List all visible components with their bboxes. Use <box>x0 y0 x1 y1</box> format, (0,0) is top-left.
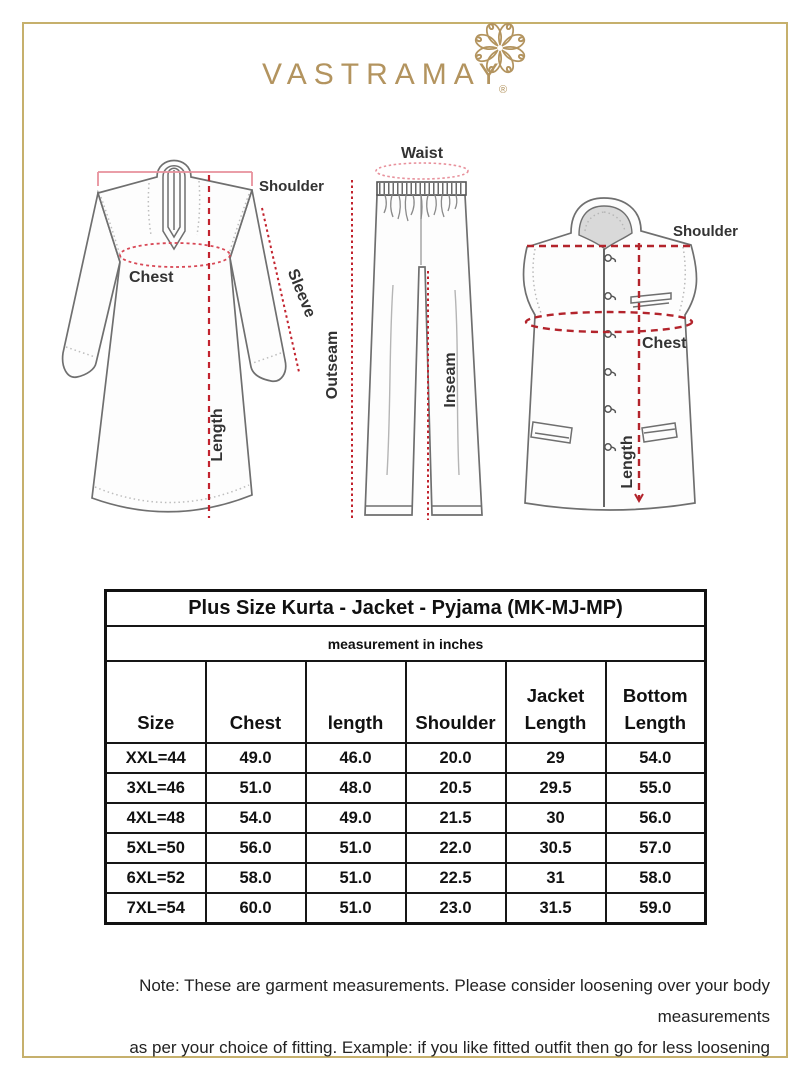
chest-cell: 51.0 <box>204 772 307 804</box>
jacket-chest-line <box>524 310 694 334</box>
chest-cell: 58.0 <box>204 862 307 894</box>
size-row: 4XL=48 54.0 49.0 21.5 30 56.0 <box>104 802 707 834</box>
jacket-length-label: Length <box>619 435 636 488</box>
table-title: Plus Size Kurta - Jacket - Pyjama (MK-MJ… <box>104 589 707 627</box>
kurta-body <box>91 159 254 513</box>
jacket-diagram: Shoulder Chest Length <box>522 197 738 511</box>
jacket-chest-label: Chest <box>642 335 687 352</box>
size-cell: 6XL=52 <box>104 862 207 894</box>
bottom-length-cell: 58.0 <box>604 862 707 894</box>
pyjama-waist-line <box>375 162 469 180</box>
table-title-row: Plus Size Kurta - Jacket - Pyjama (MK-MJ… <box>104 589 707 627</box>
kurta-chest-line <box>119 242 231 268</box>
brand-ornament-icon <box>474 22 526 74</box>
length-cell: 46.0 <box>304 742 407 774</box>
size-cell: 3XL=46 <box>104 772 207 804</box>
col-header-size: Size <box>104 660 207 744</box>
pyjama-legs <box>364 194 483 516</box>
pyjama-diagram: Waist Outseam Inseam <box>324 145 483 520</box>
shoulder-cell: 22.0 <box>404 832 507 864</box>
chest-cell: 54.0 <box>204 802 307 834</box>
shoulder-cell: 20.0 <box>404 742 507 774</box>
length-cell: 51.0 <box>304 892 407 925</box>
pyjama-drawstrings <box>383 194 458 222</box>
bottom-length-cell: 56.0 <box>604 802 707 834</box>
kurta-shoulder-label: Shoulder <box>259 178 324 195</box>
jacket-length-cell: 29.5 <box>504 772 607 804</box>
jacket-buttons <box>604 254 617 452</box>
length-cell: 51.0 <box>304 832 407 864</box>
registered-trademark-icon: ® <box>499 84 508 96</box>
kurta-length-label: Length <box>209 408 226 461</box>
shoulder-cell: 20.5 <box>404 772 507 804</box>
size-row: 6XL=52 58.0 51.0 22.5 31 58.0 <box>104 862 707 894</box>
bottom-length-cell: 54.0 <box>604 742 707 774</box>
size-cell: 4XL=48 <box>104 802 207 834</box>
size-cell: XXL=44 <box>104 742 207 774</box>
col-header-jacket-length: Jacket Length <box>504 660 607 744</box>
note-line-2: as per your choice of fitting. Example: … <box>129 1038 770 1057</box>
jacket-length-arrow <box>634 493 644 504</box>
pyjama-inseam-label: Inseam <box>442 352 459 407</box>
shoulder-cell: 23.0 <box>404 892 507 925</box>
chest-cell: 49.0 <box>204 742 307 774</box>
pyjama-outseam-label: Outseam <box>324 331 341 399</box>
kurta-left-sleeve <box>61 189 121 378</box>
jacket-collar <box>578 205 633 250</box>
col-header-bottom-length: Bottom Length <box>604 660 707 744</box>
table-header-row: Size Chest length Shoulder Jacket Length… <box>104 660 707 744</box>
jacket-length-cell: 31 <box>504 862 607 894</box>
jacket-length-cell: 31.5 <box>504 892 607 925</box>
kurta-right-sleeve <box>229 189 287 383</box>
shoulder-cell: 21.5 <box>404 802 507 834</box>
kurta-seam-dots <box>65 180 282 504</box>
jacket-length-cell: 30 <box>504 802 607 834</box>
jacket-length-cell: 30.5 <box>504 832 607 864</box>
length-cell: 49.0 <box>304 802 407 834</box>
size-row: 5XL=50 56.0 51.0 22.0 30.5 57.0 <box>104 832 707 864</box>
measurement-note: Note: These are garment measurements. Pl… <box>40 970 770 1063</box>
note-line-1: Note: These are garment measurements. Pl… <box>139 976 770 1026</box>
pyjama-waist-label: Waist <box>401 145 444 162</box>
col-header-length: length <box>304 660 407 744</box>
brand-name: VASTRAMAY <box>262 58 506 91</box>
chest-cell: 60.0 <box>204 892 307 925</box>
size-row: 3XL=46 51.0 48.0 20.5 29.5 55.0 <box>104 772 707 804</box>
table-subtitle: measurement in inches <box>104 625 707 662</box>
pyjama-creases <box>386 284 460 476</box>
size-row: 7XL=54 60.0 51.0 23.0 31.5 59.0 <box>104 892 707 925</box>
col-header-shoulder: Shoulder <box>404 660 507 744</box>
length-cell: 48.0 <box>304 772 407 804</box>
jacket-shoulder-label: Shoulder <box>673 223 738 240</box>
shoulder-cell: 22.5 <box>404 862 507 894</box>
size-table: Plus Size Kurta - Jacket - Pyjama (MK-MJ… <box>104 589 707 925</box>
kurta-diagram: Shoulder Chest Sleeve Length <box>61 159 324 518</box>
length-cell: 51.0 <box>304 862 407 894</box>
kurta-chest-label: Chest <box>129 269 174 286</box>
table-subtitle-row: measurement in inches <box>104 625 707 662</box>
size-row: XXL=44 49.0 46.0 20.0 29 54.0 <box>104 742 707 774</box>
pyjama-waistband <box>376 181 467 196</box>
bottom-length-cell: 55.0 <box>604 772 707 804</box>
bottom-length-cell: 59.0 <box>604 892 707 925</box>
col-header-chest: Chest <box>204 660 307 744</box>
bottom-length-cell: 57.0 <box>604 832 707 864</box>
size-cell: 7XL=54 <box>104 892 207 925</box>
jacket-length-cell: 29 <box>504 742 607 774</box>
jacket-seam-dots <box>532 211 686 314</box>
kurta-shoulder-line <box>97 171 253 186</box>
chest-cell: 56.0 <box>204 832 307 864</box>
kurta-sleeve-line <box>261 207 300 373</box>
kurta-sleeve-label: Sleeve <box>284 267 319 320</box>
size-cell: 5XL=50 <box>104 832 207 864</box>
